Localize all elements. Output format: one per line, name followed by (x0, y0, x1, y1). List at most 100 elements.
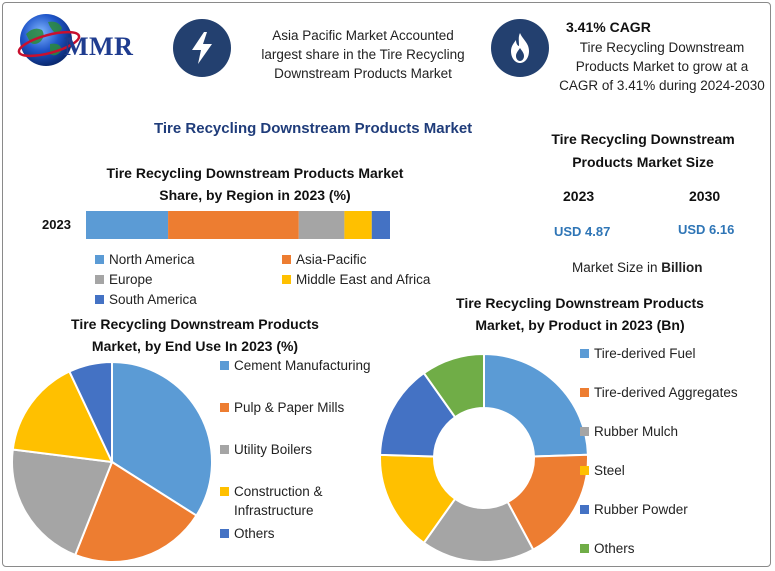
legend-item-south-america: South America (95, 292, 197, 307)
legend-item-steel: Steel (580, 461, 625, 480)
slice-utility-boilers (11, 448, 114, 557)
market-size-unit-bold: Billion (661, 260, 703, 275)
legend-item-rubber-powder: Rubber Powder (580, 500, 688, 519)
legend-item-rubber-mulch: Rubber Mulch (580, 422, 678, 441)
legend-swatch (95, 275, 104, 284)
year-2030-label: 2030 (689, 188, 721, 204)
legend-item-others: Others (580, 539, 635, 558)
banner-line: Products Market to grow at a (575, 59, 749, 74)
legend-swatch (580, 388, 589, 397)
chart-title-line: Tire Recycling Downstream Products (456, 295, 704, 311)
globe-icon (17, 14, 81, 66)
legend-label: South America (109, 292, 197, 307)
legend-swatch (282, 255, 291, 264)
chart-title-line: Market, by Product in 2023 (Bn) (475, 317, 685, 333)
market-size-title-line: Tire Recycling Downstream (551, 131, 735, 147)
value-2030: USD 6.16 (678, 222, 735, 237)
bar-segment-asia-pacific (168, 211, 299, 239)
slice-pulp-paper-mills (73, 460, 198, 563)
legend-label: Construction & (234, 484, 323, 499)
legend-label: North America (109, 252, 195, 267)
legend-item-construction-infrastructure: Construction & Infrastructure (220, 482, 323, 520)
lightning-icon (192, 32, 212, 64)
legend-label: Middle East and Africa (296, 272, 431, 287)
legend-swatch (580, 544, 589, 553)
legend-label: Pulp & Paper Mills (234, 400, 345, 415)
legend-label: Others (234, 526, 275, 541)
legend-swatch (95, 255, 104, 264)
legend-swatch (580, 505, 589, 514)
legend-label: Steel (594, 463, 625, 478)
chart-title-line: Tire Recycling Downstream Products Marke… (106, 165, 404, 181)
region-legend: North America Asia-Pacific Europe Middle Ea… (95, 252, 485, 312)
market-size-unit: Market Size in Billion (572, 260, 703, 275)
legend-swatch (220, 403, 229, 412)
legend-item-asia-pacific: Asia-Pacific (282, 252, 367, 267)
slice-tire-derived-fuel (483, 352, 589, 458)
legend-label: Others (594, 541, 635, 556)
legend-swatch (95, 295, 104, 304)
legend-item-tire-derived-aggregates: Tire-derived Aggregates (580, 383, 738, 402)
end-use-pie-chart (11, 360, 213, 563)
legend-item-utility-boilers: Utility Boilers (220, 440, 312, 459)
legend-item-tire-derived-fuel: Tire-derived Fuel (580, 344, 696, 363)
slice-others (422, 352, 485, 419)
legend-item-middle-east-and-africa: Middle East and Africa (282, 272, 430, 287)
chart-title-line: Tire Recycling Downstream Products (71, 316, 319, 332)
end-use-legend: Cement Manufacturing Pulp & Paper Mills Ut… (220, 356, 420, 546)
region-chart-title: Tire Recycling Downstream Products Marke… (70, 162, 440, 206)
chart-title-line: Market, by End Use In 2023 (%) (91, 338, 299, 354)
legend-swatch (220, 529, 229, 538)
legend-swatch (580, 466, 589, 475)
banner-line: largest share in the Tire Recycling (261, 47, 465, 62)
legend-label: Rubber Mulch (594, 424, 679, 439)
banner-asia-pacific: Asia Pacific Market Accounted largest sh… (243, 26, 483, 83)
bar-category-label: 2023 (42, 217, 71, 232)
chart-title-line: Share, by Region in 2023 (%) (159, 187, 351, 203)
slice-others (68, 360, 113, 463)
banner-line: Tire Recycling Downstream (579, 40, 745, 55)
region-stacked-bar (86, 211, 390, 239)
cagr-title: 3.41% CAGR (566, 19, 651, 35)
legend-swatch (220, 361, 229, 370)
legend-label: Rubber Powder (594, 502, 688, 517)
legend-item-cement-manufacturing: Cement Manufacturing (220, 356, 371, 375)
legend-label: Tire-derived Aggregates (594, 385, 738, 400)
flame-badge (491, 19, 549, 77)
flame-icon (511, 33, 529, 63)
product-donut-chart (379, 352, 589, 563)
banner-line: CAGR of 3.41% during 2024-2030 (559, 78, 765, 93)
bar-segment-north-america (86, 211, 169, 239)
bar-segment-middle-east-and-africa (344, 211, 372, 239)
legend-label: Cement Manufacturing (234, 358, 371, 373)
legend-item-others: Others (220, 524, 275, 543)
banner-line: Downstream Products Market (274, 66, 452, 81)
legend-item-europe: Europe (95, 272, 153, 287)
legend-label: Europe (109, 272, 153, 287)
market-size-title: Tire Recycling Downstream Products Marke… (538, 128, 748, 174)
legend-label: Utility Boilers (234, 442, 313, 457)
legend-label: Tire-derived Fuel (594, 346, 696, 361)
product-chart-title: Tire Recycling Downstream Products Marke… (430, 292, 730, 336)
legend-swatch (220, 487, 229, 496)
product-legend: Tire-derived Fuel Tire-derived Aggregates… (580, 344, 770, 564)
legend-label: Infrastructure (234, 503, 314, 518)
banner-cagr: Tire Recycling Downstream Products Marke… (555, 38, 769, 95)
lightning-badge (173, 19, 231, 77)
legend-label: Asia-Pacific (296, 252, 367, 267)
market-size-unit-prefix: Market Size in (572, 260, 662, 275)
legend-item-north-america: North America (95, 252, 195, 267)
year-2023-label: 2023 (563, 188, 595, 204)
legend-swatch (580, 349, 589, 358)
main-title: Tire Recycling Downstream Products Marke… (154, 120, 473, 137)
legend-item-pulp-paper-mills: Pulp & Paper Mills (220, 398, 344, 417)
logo: MMR (12, 10, 162, 72)
legend-swatch (282, 275, 291, 284)
banner-line: Asia Pacific Market Accounted (272, 28, 454, 43)
legend-swatch (220, 445, 229, 454)
value-2023: USD 4.87 (554, 224, 611, 239)
bar-segment-south-america (371, 211, 390, 239)
slice-construction-infrastructure (11, 370, 114, 464)
logo-text: MMR (64, 32, 134, 61)
